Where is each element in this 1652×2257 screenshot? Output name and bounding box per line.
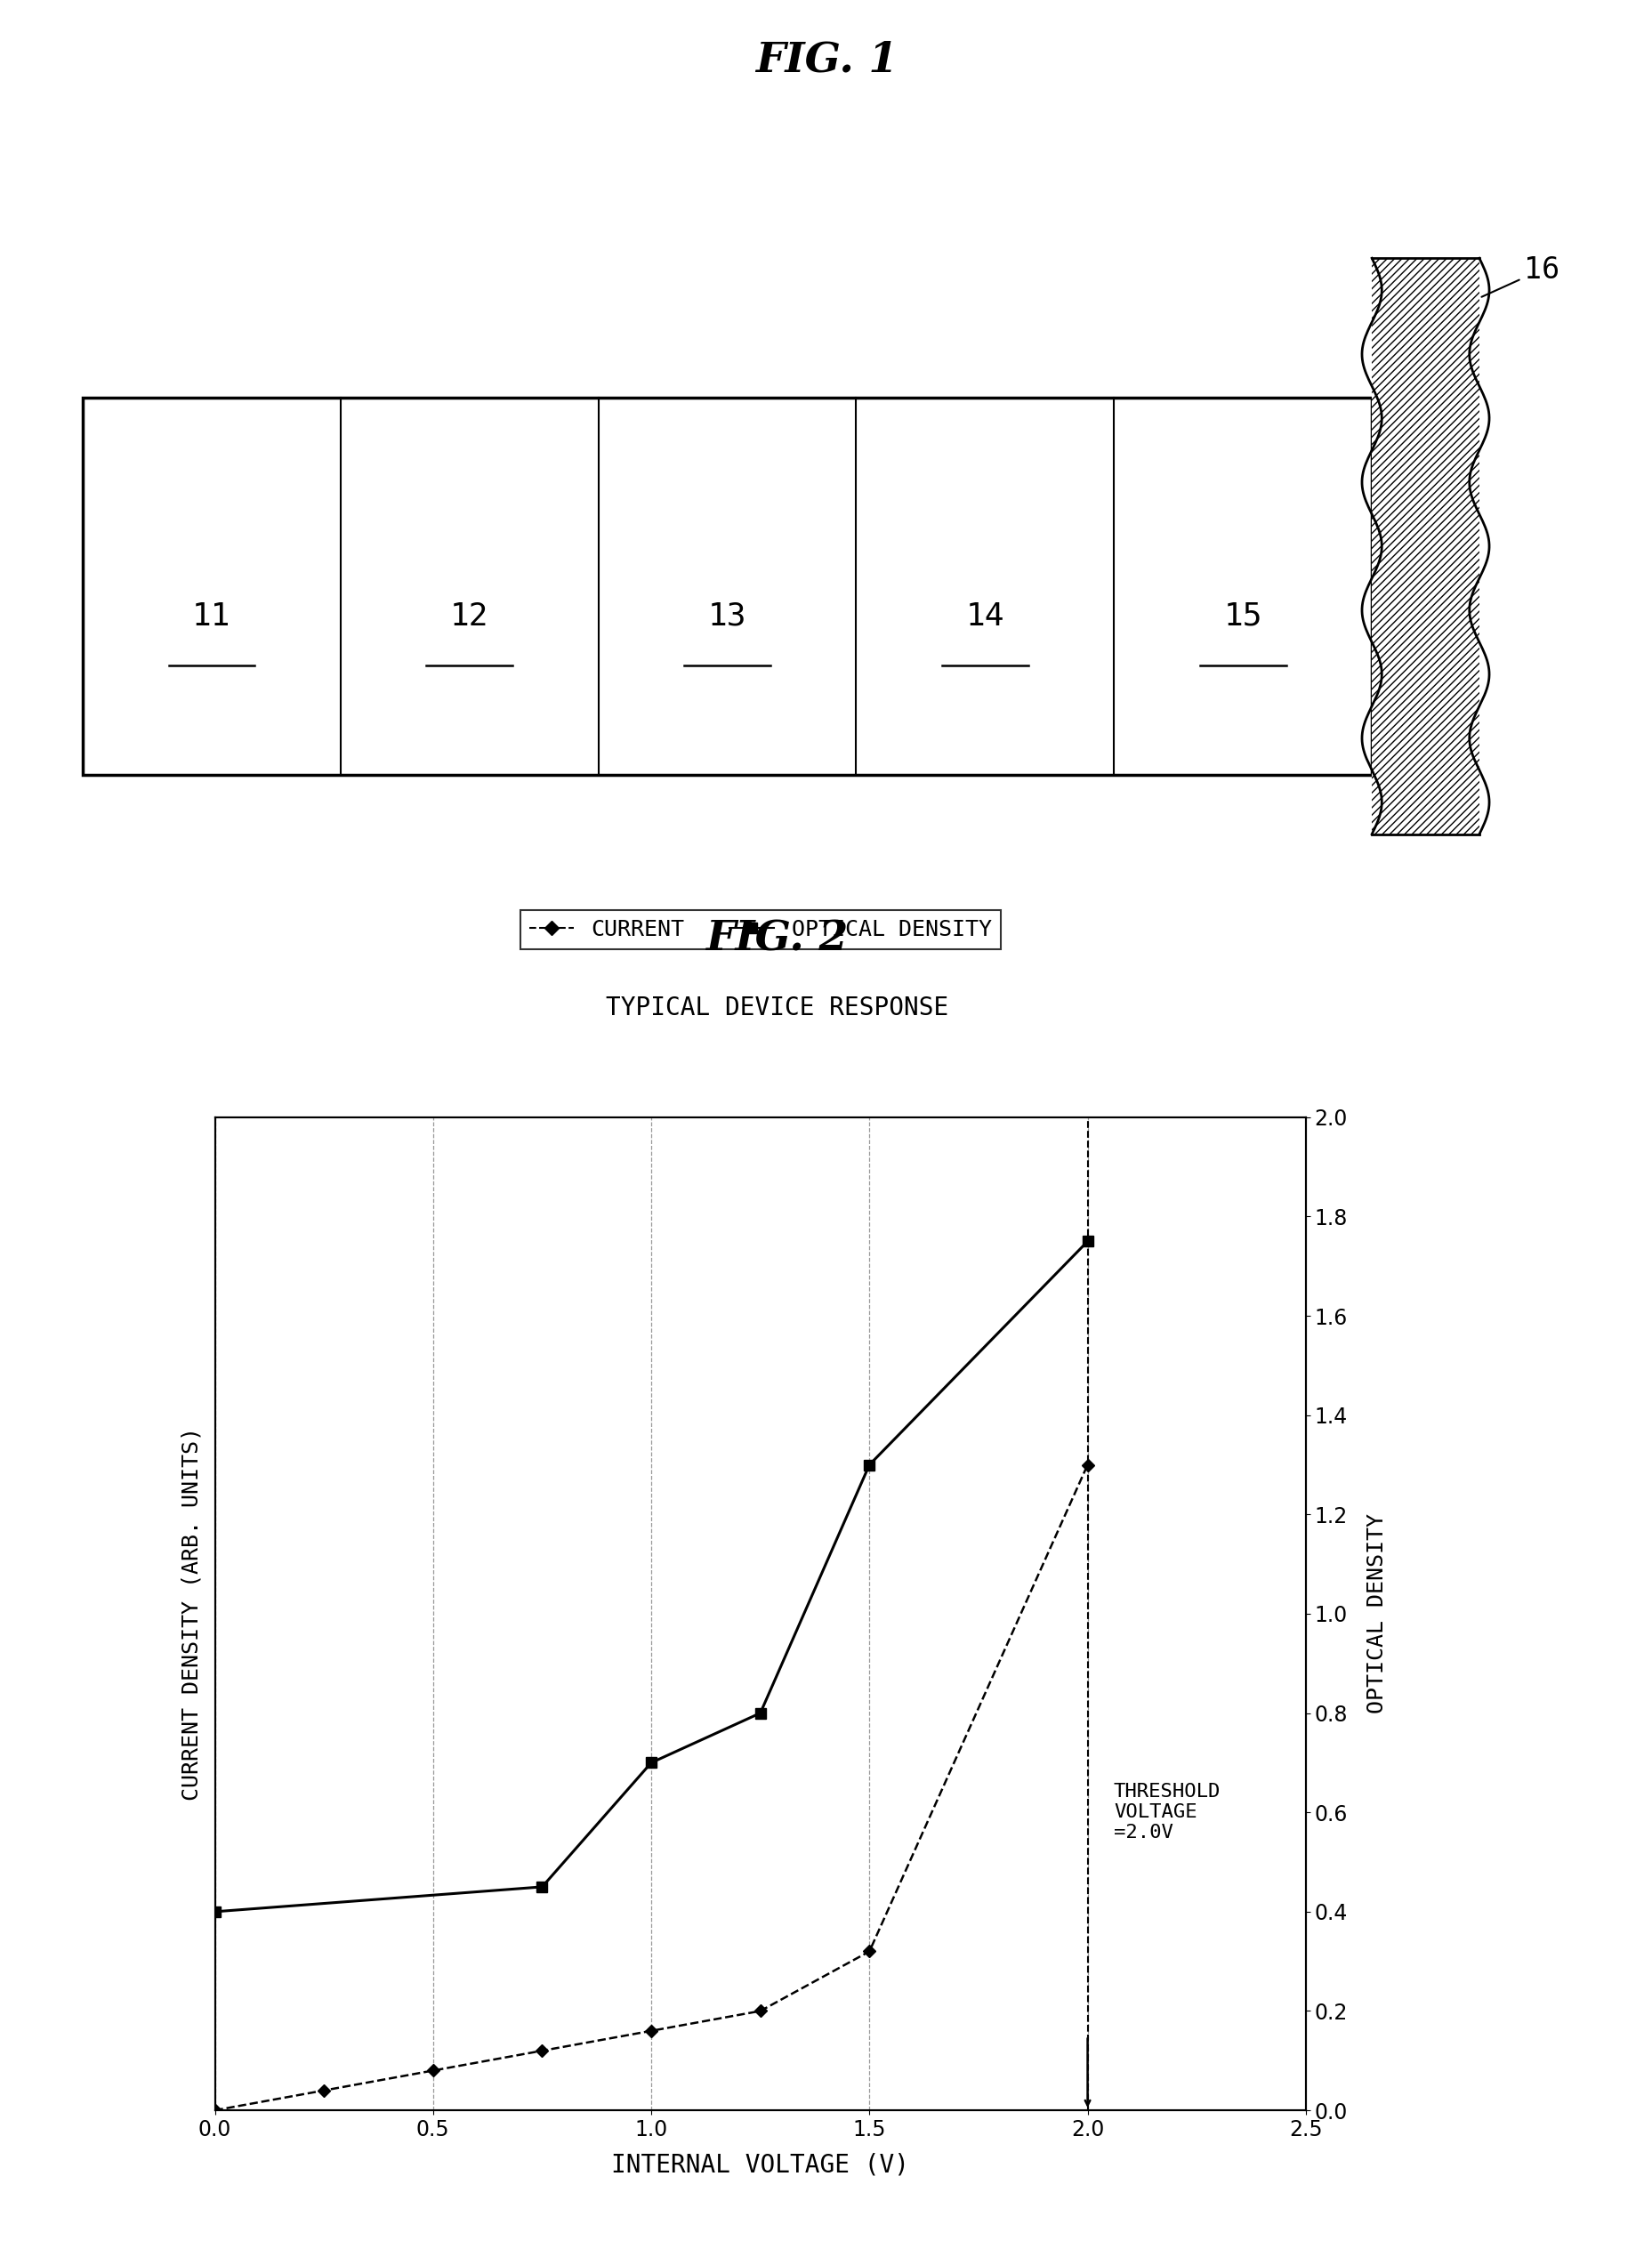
Text: FIG. 2: FIG. 2 xyxy=(705,919,847,959)
Text: 12: 12 xyxy=(449,600,489,632)
Text: 16: 16 xyxy=(1480,255,1559,298)
X-axis label: INTERNAL VOLTAGE (V): INTERNAL VOLTAGE (V) xyxy=(611,2153,909,2178)
Text: FIG. 1: FIG. 1 xyxy=(755,41,897,81)
Bar xyxy=(83,397,1371,774)
Bar xyxy=(1371,257,1479,835)
Text: 14: 14 xyxy=(965,600,1004,632)
Text: TYPICAL DEVICE RESPONSE: TYPICAL DEVICE RESPONSE xyxy=(605,995,948,1020)
Legend: CURRENT, OPTICAL DENSITY: CURRENT, OPTICAL DENSITY xyxy=(520,910,999,948)
Text: 13: 13 xyxy=(707,600,747,632)
Text: THRESHOLD
VOLTAGE
=2.0V: THRESHOLD VOLTAGE =2.0V xyxy=(1113,1783,1221,1842)
Y-axis label: OPTICAL DENSITY: OPTICAL DENSITY xyxy=(1366,1514,1388,1713)
Text: 15: 15 xyxy=(1222,600,1262,632)
Text: 11: 11 xyxy=(192,600,231,632)
Y-axis label: CURRENT DENSITY (ARB. UNITS): CURRENT DENSITY (ARB. UNITS) xyxy=(182,1426,203,1801)
